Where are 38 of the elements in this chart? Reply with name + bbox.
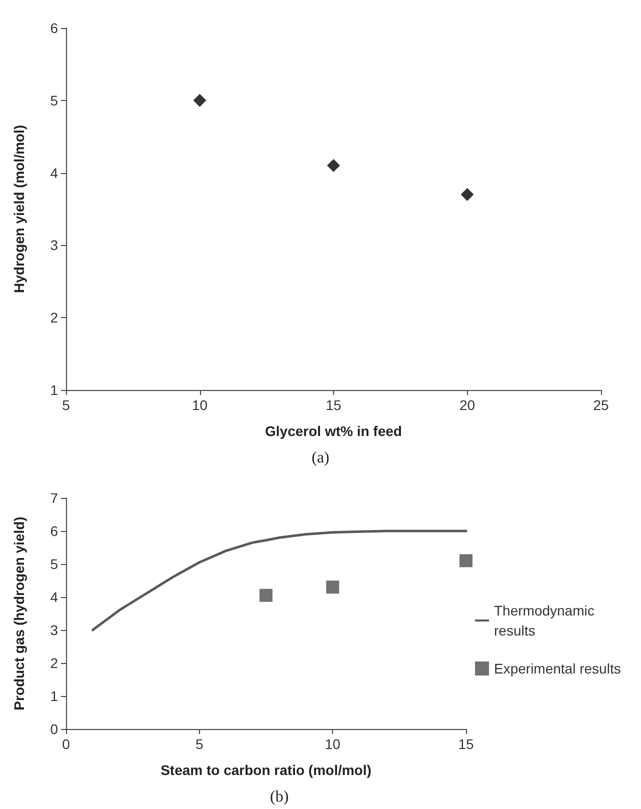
y-tick-label: 2 (50, 310, 58, 326)
x-tick-label: 10 (192, 397, 208, 413)
y-tick-label: 3 (50, 237, 58, 254)
y-axis-title: Product gas (hydrogen yield) (11, 516, 27, 710)
x-tick-label: 25 (593, 397, 609, 413)
x-tick-label: 5 (62, 397, 70, 413)
x-tick-label: 0 (62, 736, 70, 752)
point (460, 188, 474, 202)
y-axis-title: Hydrogen yield (mol/mol) (11, 124, 27, 294)
y-tick-label: 7 (50, 490, 58, 506)
x-tick-label: 20 (459, 397, 476, 413)
x-axis-title: Steam to carbon ratio (mol/mol) (160, 762, 372, 778)
legend-label: Experimental results (494, 660, 621, 676)
y-tick-label: 2 (50, 655, 58, 671)
y-tick-label: 6 (50, 20, 58, 36)
y-tick-label: 4 (50, 164, 58, 181)
y-tick-label: 1 (50, 382, 58, 398)
x-tick-label: 15 (458, 736, 474, 752)
point (460, 554, 472, 568)
point (260, 588, 272, 602)
y-tick-label: 5 (50, 92, 58, 108)
y-tick-label: 3 (50, 622, 58, 638)
point (327, 159, 340, 172)
point (326, 580, 340, 594)
y-tick-label: 0 (50, 721, 58, 737)
y-tick-label: 6 (50, 523, 58, 539)
y-tick-label: 5 (50, 556, 58, 572)
x-tick-label: 10 (324, 736, 341, 752)
x-tick-label: 15 (326, 397, 342, 413)
x-tick-label: 5 (195, 736, 204, 752)
y-tick-label: 1 (50, 688, 58, 704)
y-tick-label: 4 (50, 589, 58, 605)
text: (a) (312, 450, 330, 466)
x-axis-title: Glycerol wt% in feed (265, 423, 402, 439)
legend-label: Thermodynamic results (494, 602, 598, 638)
text: (b) (270, 788, 289, 806)
point (193, 94, 206, 107)
line-series (91, 530, 468, 632)
